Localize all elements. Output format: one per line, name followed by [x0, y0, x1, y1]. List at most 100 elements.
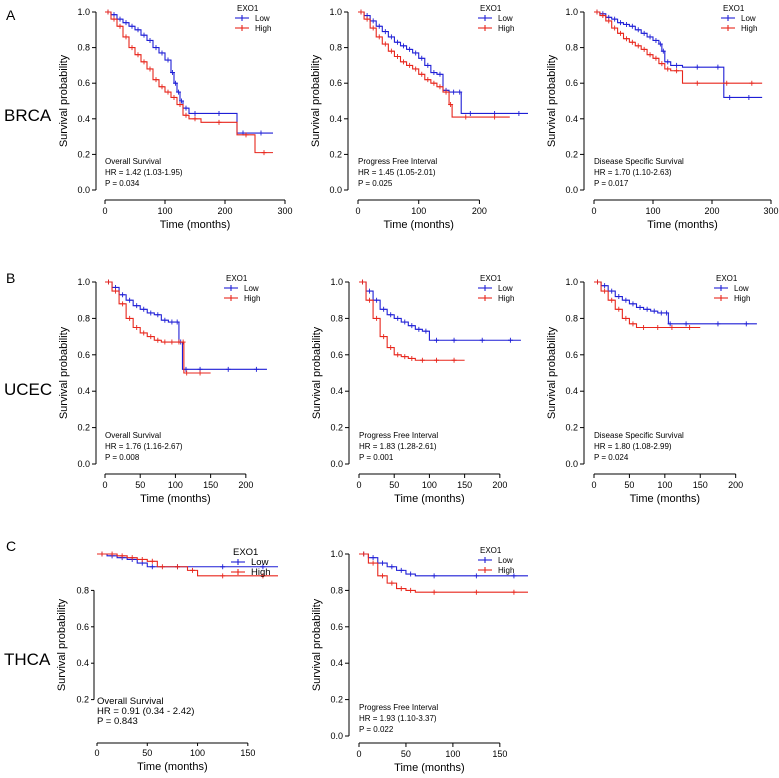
y-tick-label: 1.0	[330, 277, 343, 287]
legend-label-high: High	[498, 24, 514, 33]
censor-mark	[148, 310, 154, 316]
y-tick-label: 0.8	[77, 43, 90, 53]
legend-title: EXO1	[226, 274, 248, 283]
censor-mark	[749, 80, 755, 86]
censor-mark	[641, 46, 647, 52]
x-tick-label: 0	[355, 206, 360, 216]
censor-mark	[225, 366, 231, 372]
y-tick-label: 0.0	[565, 185, 578, 195]
y-tick-label: 0.6	[77, 350, 90, 360]
y-tick-label: 0.8	[330, 585, 343, 595]
km-curve-high	[594, 11, 763, 84]
censor-mark	[401, 59, 407, 65]
stats-annotation: P = 0.017	[594, 179, 629, 188]
legend-label-low: Low	[741, 14, 756, 23]
y-tick-label: 0.4	[77, 386, 90, 396]
censor-mark	[408, 587, 414, 593]
censor-mark	[402, 319, 408, 325]
censor-mark	[659, 61, 665, 67]
x-tick-label: 150	[492, 749, 507, 759]
censor-mark	[623, 36, 629, 42]
censor-mark	[419, 55, 425, 61]
y-tick-label: 0.6	[565, 78, 578, 88]
censor-mark	[612, 25, 618, 31]
y-axis-title: Survival probability	[56, 598, 68, 691]
censor-mark	[416, 326, 422, 332]
censor-mark	[367, 297, 373, 303]
censor-mark	[220, 564, 226, 570]
censor-mark	[394, 54, 400, 59]
censor-mark	[431, 70, 437, 76]
x-axis-title: Time (months)	[140, 493, 211, 505]
stats-annotation: Progress Free Interval	[358, 157, 437, 166]
censor-mark	[665, 66, 671, 72]
censor-mark	[127, 315, 133, 321]
y-tick-label: 0.4	[76, 658, 89, 668]
censor-mark	[612, 16, 618, 22]
y-tick-label: 0.0	[565, 459, 578, 469]
censor-mark	[361, 551, 367, 557]
censor-mark	[260, 564, 266, 570]
x-axis-title: Time (months)	[394, 493, 465, 505]
censor-mark	[637, 304, 643, 310]
censor-mark	[149, 558, 155, 564]
censor-mark	[170, 70, 175, 76]
censor-mark	[111, 12, 117, 18]
legend-label-high: High	[498, 294, 514, 303]
x-tick-label: 150	[693, 480, 708, 490]
censor-mark	[162, 339, 168, 345]
censor-mark	[174, 319, 180, 325]
censor-mark	[492, 114, 498, 120]
legend-label-low: Low	[498, 284, 513, 293]
censor-mark	[467, 110, 473, 116]
legend-label-low: Low	[498, 14, 513, 23]
censor-mark	[220, 573, 226, 579]
y-axis-title: Survival probability	[546, 326, 558, 419]
x-tick-label: 100	[157, 206, 172, 216]
censor-mark	[258, 130, 264, 136]
censor-mark	[171, 94, 177, 100]
censor-mark	[389, 580, 395, 586]
censor-mark	[635, 27, 641, 33]
censor-mark	[165, 57, 171, 63]
x-tick-label: 200	[238, 480, 253, 490]
y-tick-label: 0.8	[76, 585, 89, 595]
censor-mark	[431, 573, 437, 579]
x-tick-label: 100	[411, 206, 426, 216]
km-plot-brca_os: 0.0 0.2 0.4 0.6 0.8 1.0 0 100 200 300 Time (months…	[58, 4, 293, 231]
x-axis-title: Time (months)	[647, 219, 718, 231]
censor-mark	[379, 560, 385, 566]
censor-mark	[511, 573, 517, 579]
y-axis-title: Survival probability	[58, 54, 70, 147]
km-plot-ucec_pfi: 0.0 0.2 0.4 0.6 0.8 1.0 0 50 100 150 200 Time (mont…	[311, 274, 521, 505]
censor-mark	[635, 43, 641, 49]
legend-label-low: Low	[255, 14, 270, 23]
censor-mark	[261, 150, 267, 156]
km-curve-low	[105, 281, 267, 370]
censor-mark	[120, 292, 126, 298]
x-tick-label: 150	[240, 748, 255, 758]
y-tick-label: 0.6	[76, 622, 89, 632]
censor-mark	[629, 39, 635, 45]
km-curve-high	[359, 281, 465, 361]
stats-annotation: HR = 1.83 (1.28-2.61)	[359, 442, 437, 451]
censor-mark	[647, 34, 653, 40]
censor-mark	[687, 325, 693, 330]
km-plot-ucec_os: 0.0 0.2 0.4 0.6 0.8 1.0 0 50 100 150 200 Time (mont…	[58, 274, 267, 505]
panel-letter-b: B	[6, 270, 15, 286]
censor-mark	[153, 77, 159, 83]
censor-mark	[117, 23, 123, 29]
censor-mark	[394, 39, 400, 45]
stats-annotation: HR = 1.42 (1.03-1.95)	[105, 168, 183, 177]
censor-mark	[243, 132, 249, 138]
censor-mark	[402, 354, 408, 360]
censor-mark	[609, 297, 615, 303]
censor-mark	[165, 89, 171, 95]
censor-mark	[694, 64, 700, 70]
censor-mark	[358, 9, 364, 15]
censor-mark	[623, 21, 629, 27]
y-tick-label: 0.2	[329, 149, 342, 159]
censor-mark	[180, 339, 186, 345]
censor-mark	[743, 321, 749, 327]
